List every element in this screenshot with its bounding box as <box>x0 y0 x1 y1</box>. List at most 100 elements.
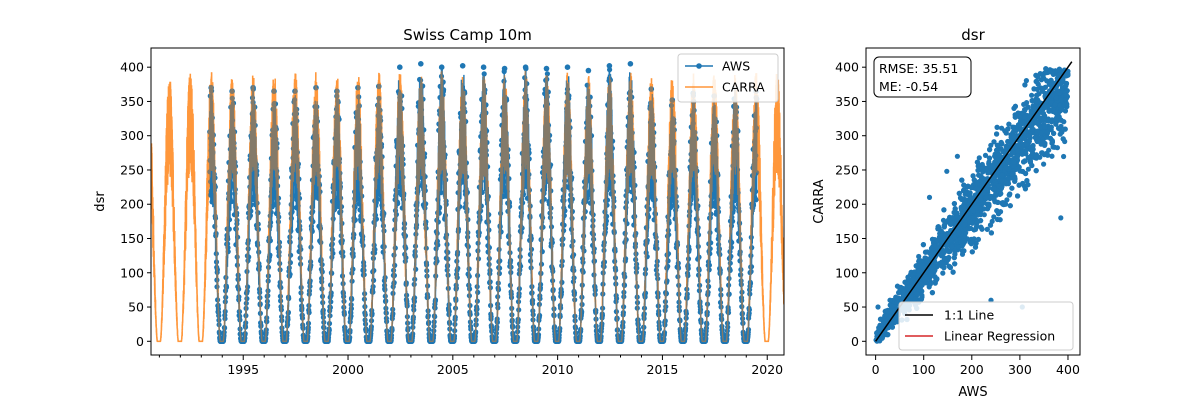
y-tick-label: 400 <box>120 60 144 75</box>
aws-point <box>404 314 410 320</box>
scatter-point <box>1041 161 1047 167</box>
aws-point <box>349 246 356 252</box>
aws-point <box>335 99 341 105</box>
scatter-point <box>934 276 940 282</box>
aws-point <box>272 178 278 184</box>
aws-point <box>379 154 385 160</box>
scatter-point <box>951 201 958 207</box>
aws-point <box>235 234 241 240</box>
aws-point <box>426 319 432 325</box>
aws-point <box>390 290 396 296</box>
aws-point <box>243 305 249 311</box>
aws-point <box>357 159 363 165</box>
aws-point <box>423 219 429 225</box>
aws-point <box>337 180 343 186</box>
aws-point <box>225 241 231 247</box>
aws-point <box>242 324 249 330</box>
aws-point <box>376 171 382 177</box>
aws-point <box>231 181 237 187</box>
aws-point <box>334 139 340 145</box>
aws-point <box>423 225 429 231</box>
aws-point <box>348 313 354 319</box>
aws-point <box>274 168 280 174</box>
aws-point <box>255 221 261 227</box>
aws-point <box>412 276 418 282</box>
aws-point <box>306 310 312 316</box>
aws-point <box>373 216 379 222</box>
aws-point <box>225 236 231 242</box>
timeseries-panel: Swiss Camp 10mdsr05010015020025030035040… <box>93 26 785 377</box>
y-tick-label: 100 <box>120 265 144 280</box>
aws-point <box>362 291 368 297</box>
aws-point <box>245 237 251 244</box>
aws-point <box>249 111 255 117</box>
aws-point <box>330 250 336 256</box>
aws-point <box>371 277 377 283</box>
aws-point <box>352 204 358 210</box>
aws-point <box>288 228 294 234</box>
aws-point <box>294 118 300 124</box>
aws-point <box>378 197 384 203</box>
aws-point <box>422 205 428 211</box>
aws-point <box>329 270 335 276</box>
aws-point <box>253 161 259 168</box>
aws-point <box>361 267 367 273</box>
aws-point <box>337 170 343 176</box>
aws-point <box>286 295 292 302</box>
aws-point <box>355 139 361 145</box>
scatter-title: dsr <box>961 26 985 44</box>
aws-point <box>233 242 239 248</box>
aws-point <box>312 141 319 147</box>
aws-point <box>314 104 320 110</box>
aws-point <box>425 313 431 319</box>
aws-point <box>216 330 223 336</box>
aws-point <box>214 277 220 283</box>
aws-point <box>236 309 243 315</box>
x-tick-label: 2015 <box>647 362 679 377</box>
aws-point <box>412 253 418 259</box>
aws-point <box>355 152 361 159</box>
aws-point <box>276 249 282 255</box>
aws-point <box>310 163 316 169</box>
aws-point <box>298 290 304 296</box>
aws-point <box>410 324 416 330</box>
aws-point <box>246 254 252 260</box>
aws-point <box>263 335 269 341</box>
aws-point <box>274 145 280 151</box>
aws-point <box>216 317 222 323</box>
aws-point <box>422 188 428 194</box>
scatter-point <box>1061 153 1067 160</box>
aws-point <box>361 296 367 302</box>
aws-point <box>389 327 395 333</box>
aws-point <box>349 278 355 284</box>
aws-point <box>357 207 363 213</box>
aws-point <box>357 175 363 181</box>
aws-point <box>392 262 398 268</box>
aws-point <box>256 263 262 270</box>
aws-point <box>222 299 228 305</box>
aws-point <box>338 195 344 201</box>
aws-peak-point <box>522 64 529 70</box>
aws-point <box>418 77 424 83</box>
scatter-xlabel: AWS <box>958 385 987 400</box>
scatter-ylabel: CARRA <box>812 179 827 224</box>
aws-point <box>257 301 263 307</box>
aws-point <box>291 135 297 141</box>
aws-point <box>425 294 431 300</box>
aws-point <box>309 204 315 210</box>
aws-point <box>212 215 219 221</box>
aws-point <box>254 200 260 206</box>
aws-point <box>400 161 406 167</box>
aws-point <box>359 217 365 223</box>
aws-point <box>230 100 237 106</box>
aws-point <box>209 115 215 121</box>
y-tick-label: 350 <box>120 94 144 109</box>
aws-point <box>247 174 253 181</box>
aws-peak-point <box>438 64 445 70</box>
aws-point <box>379 202 385 208</box>
aws-point <box>339 237 345 244</box>
scatter-point <box>972 244 979 250</box>
aws-point <box>383 298 389 304</box>
aws-point <box>287 234 293 240</box>
